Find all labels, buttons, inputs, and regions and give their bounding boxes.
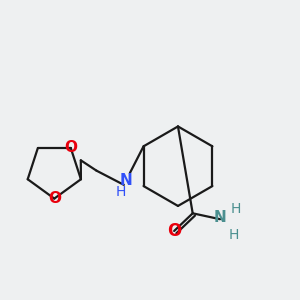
Text: H: H [228, 228, 239, 242]
Text: O: O [48, 191, 61, 206]
Text: N: N [119, 173, 132, 188]
Text: O: O [64, 140, 77, 155]
Text: N: N [214, 210, 226, 225]
Text: H: H [231, 202, 241, 217]
Text: O: O [167, 222, 181, 240]
Text: H: H [116, 185, 126, 199]
